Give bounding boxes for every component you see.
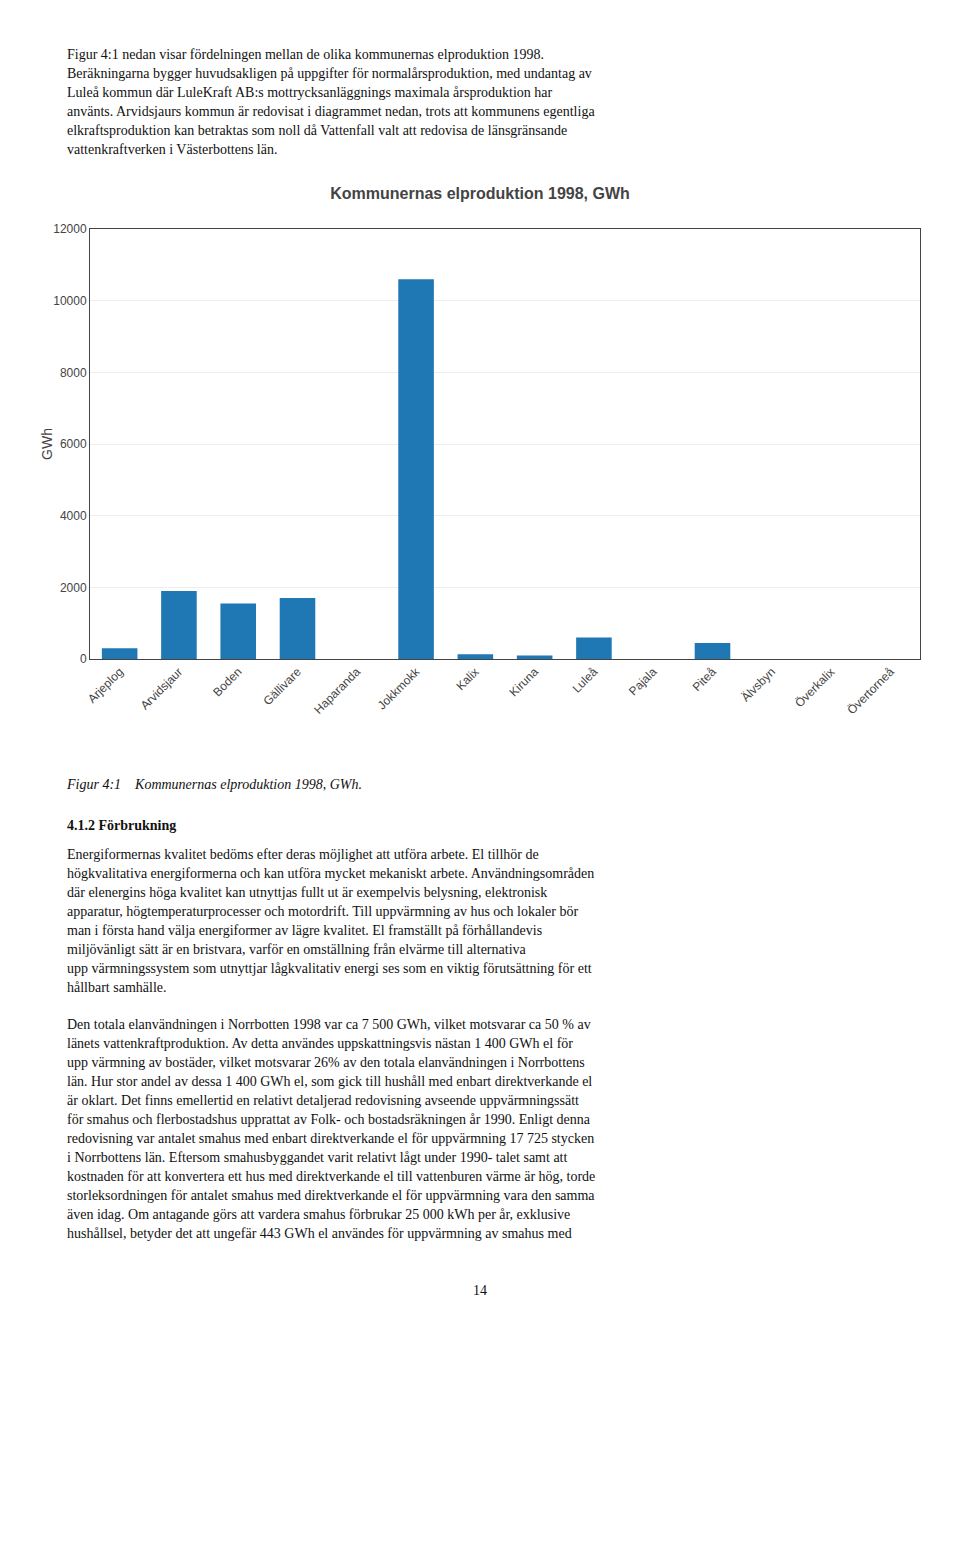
svg-text:4000: 4000 — [60, 509, 87, 523]
html-text:Den totala elanvändningen i No: Den totala elanvändningen i Norrbotten 1… — [67, 1017, 596, 1241]
html-text:14: 14 — [473, 1283, 487, 1298]
svg-text:Luleå: Luleå — [570, 665, 601, 696]
svg-text:0: 0 — [80, 652, 87, 666]
svg-text:Älvsbyn: Älvsbyn — [739, 665, 779, 705]
svg-text:Haparanda: Haparanda — [311, 665, 363, 717]
svg-text:Överkalix: Överkalix — [792, 665, 837, 710]
html-text:Energiformernas kvalitet bedöm: Energiformernas kvalitet bedöms efter de… — [67, 847, 595, 995]
svg-text:Övertorneå: Övertorneå — [844, 665, 897, 718]
svg-text:Pajala: Pajala — [626, 665, 660, 699]
svg-text:10000: 10000 — [53, 294, 87, 308]
svg-text:Arjeplog: Arjeplog — [85, 665, 126, 706]
svg-text:12000: 12000 — [53, 222, 87, 236]
svg-text:Kommunernas elproduktion 1998,: Kommunernas elproduktion 1998, GWh — [330, 185, 630, 202]
svg-text:GWh: GWh — [39, 428, 55, 460]
svg-text:Gällivare: Gällivare — [260, 665, 304, 709]
svg-text:Piteå: Piteå — [690, 665, 719, 694]
svg-text:Kiruna: Kiruna — [507, 665, 542, 700]
svg-text:Jokkmokk: Jokkmokk — [375, 664, 423, 712]
svg-text:Kalix: Kalix — [453, 665, 481, 693]
svg-text:Arvidsjaur: Arvidsjaur — [138, 665, 186, 713]
html-text:Figur 4:1 Kommunernas elproduk: Figur 4:1 Kommunernas elproduktion 1998,… — [67, 777, 362, 792]
svg-text:2000: 2000 — [60, 581, 87, 595]
html-text:Figur 4:1 nedan visar fördelni: Figur 4:1 nedan visar fördelningen mella… — [67, 47, 595, 157]
html-text:4.1.2 Förbrukning: 4.1.2 Förbrukning — [67, 818, 177, 833]
svg-text:6000: 6000 — [60, 437, 87, 451]
svg-text:Boden: Boden — [210, 665, 244, 699]
svg-text:8000: 8000 — [60, 366, 87, 380]
